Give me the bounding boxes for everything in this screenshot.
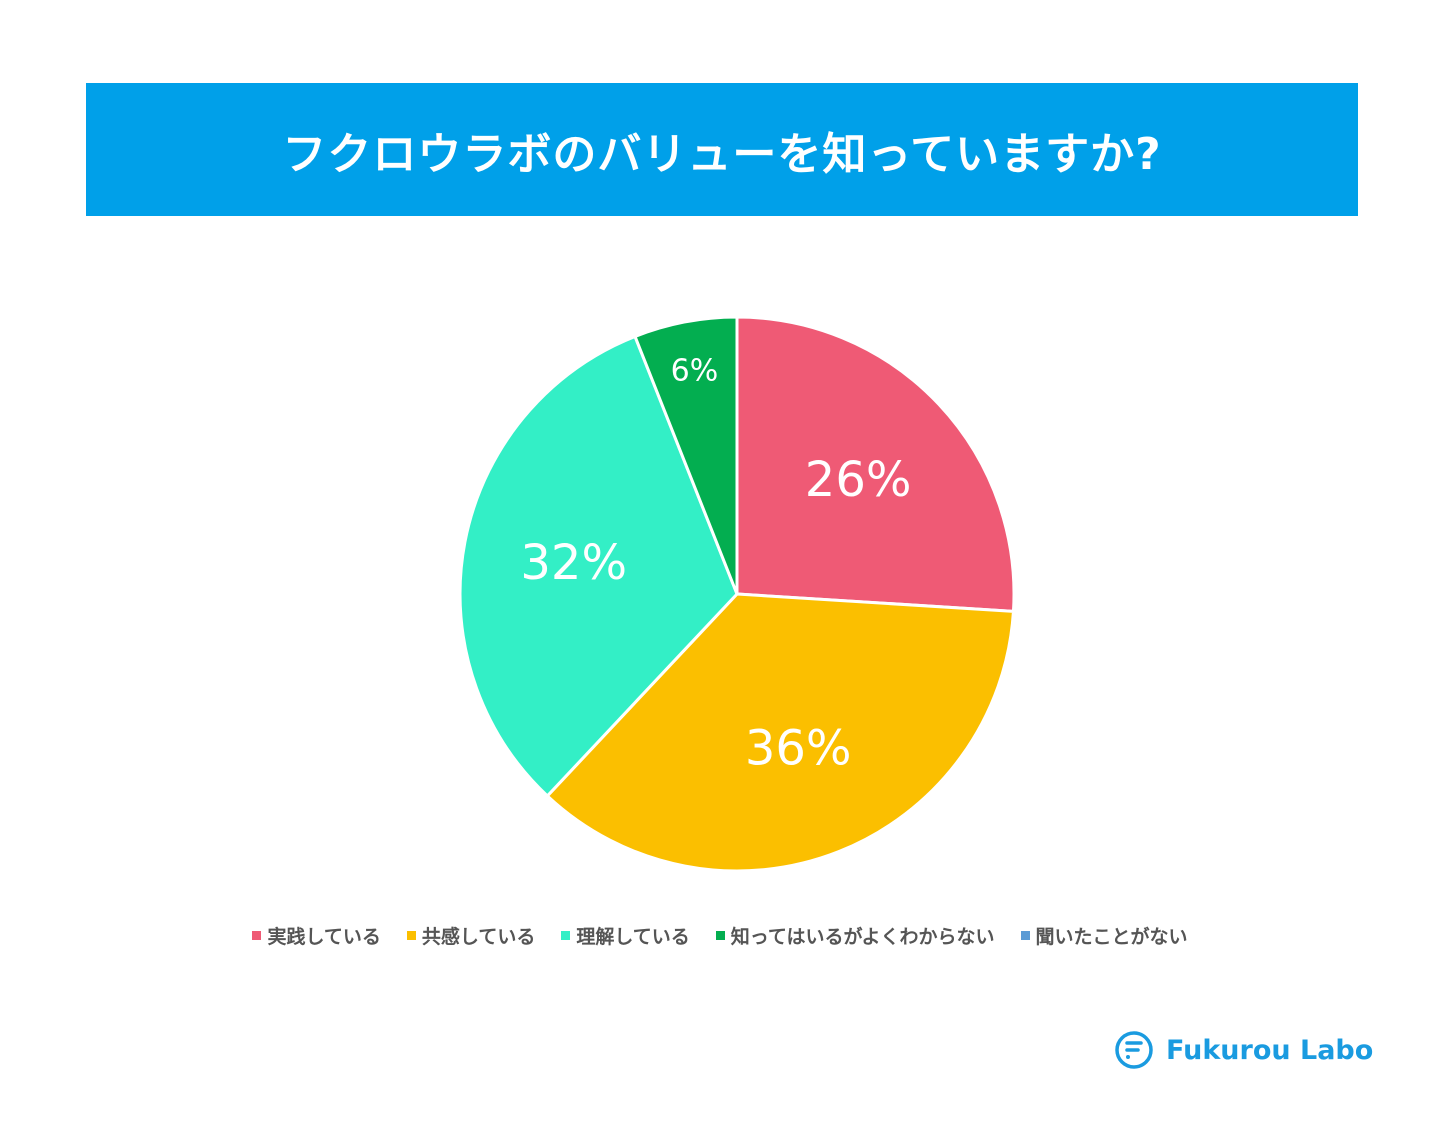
legend-swatch [715,931,725,940]
legend-swatch [406,931,416,940]
legend-item-3: 知ってはいるがよくわからない [715,922,995,949]
data-label-0: 26% [805,452,912,508]
legend-label: 理解している [576,926,690,948]
pie-slice-2 [458,334,739,799]
legend-item-0: 実践している [252,922,381,949]
legend: 実践している 共感している 理解している 知ってはいるがよくわからない 聞いたことがない [0,922,1440,949]
legend-item-1: 共感している [406,922,536,949]
pie-slice-1 [545,592,1016,873]
legend-label: 実践している [267,926,381,948]
pie-slice-3 [633,315,739,595]
legend-label: 聞いたことがない [1035,926,1188,948]
data-label-2: 32% [520,535,627,591]
chart-title: フクロウラボのバリューを知っていますか? [282,128,1162,180]
legend-swatch [561,931,571,940]
data-label-1: 36% [745,721,852,777]
pie-slice-0 [735,315,1016,613]
legend-swatch [1020,931,1030,940]
logo-text: Fukurou Labo [1166,1034,1374,1066]
title-bar: フクロウラボのバリューを知っていますか? [86,83,1358,216]
fukurou-labo-logo-icon [1115,1031,1153,1069]
data-label-3: 6% [671,353,719,388]
legend-label: 共感している [421,926,536,948]
legend-swatch [252,931,262,940]
legend-item-2: 理解している [561,922,690,949]
legend-item-4: 聞いたことがない [1020,922,1188,949]
brand-logo: Fukurou Labo [1114,1030,1373,1070]
legend-label: 知ってはいるがよくわからない [730,926,995,948]
